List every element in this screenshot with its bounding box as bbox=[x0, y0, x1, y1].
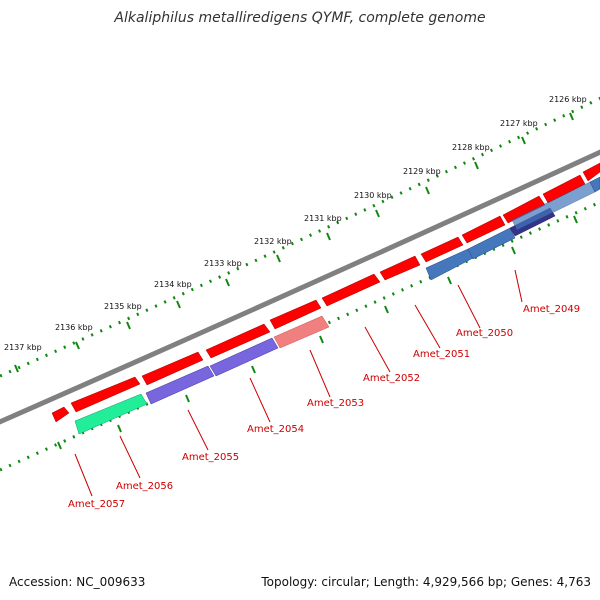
gene-label: Amet_2057 bbox=[68, 499, 125, 510]
kbp-label: 2134 kbp bbox=[154, 280, 192, 289]
kbp-label: 2130 kbp bbox=[354, 191, 392, 200]
gene-label: Amet_2055 bbox=[182, 452, 239, 463]
kbp-label: 2131 kbp bbox=[304, 214, 342, 223]
kbp-label: 2128 kbp bbox=[452, 143, 490, 152]
gene-arrow bbox=[51, 406, 70, 423]
gene-arrow bbox=[379, 255, 421, 281]
kbp-label: 2132 kbp bbox=[254, 237, 292, 246]
gene-arrow bbox=[461, 215, 506, 244]
genome-summary-text: Topology: circular; Length: 4,929,566 bp… bbox=[261, 575, 591, 589]
gene-label: Amet_2052 bbox=[363, 373, 420, 384]
outer-major-ticks bbox=[14, 112, 574, 373]
gene-arrow bbox=[467, 227, 516, 260]
forward-strand-genes bbox=[51, 162, 600, 423]
kbp-label: 2129 kbp bbox=[403, 167, 441, 176]
gene-label: Amet_2056 bbox=[116, 481, 173, 492]
kbp-label: 2127 kbp bbox=[500, 119, 538, 128]
kbp-labels: 2126 kbp 2127 kbp 2128 kbp 2129 kbp 2130… bbox=[4, 95, 587, 352]
gene-arrow bbox=[321, 273, 381, 307]
gene-arrow bbox=[420, 236, 464, 263]
gene-arrow bbox=[74, 393, 148, 435]
map-title: Alkaliphilus metalliredigens QYMF, compl… bbox=[114, 10, 486, 26]
kbp-label: 2133 kbp bbox=[204, 259, 242, 268]
gene-label: Amet_2053 bbox=[307, 398, 364, 409]
gene-arrow bbox=[70, 376, 141, 413]
kbp-label: 2126 kbp bbox=[549, 95, 587, 104]
reverse-strand-genes bbox=[74, 176, 600, 435]
genome-backbone bbox=[0, 149, 600, 425]
gene-arrow bbox=[273, 315, 330, 349]
gene-arrow bbox=[269, 299, 322, 330]
kbp-label: 2136 kbp bbox=[55, 323, 93, 332]
gene-labels: Amet_2049 Amet_2050 Amet_2051 Amet_2052 … bbox=[68, 304, 580, 510]
gene-arrow bbox=[542, 174, 586, 204]
gene-arrow bbox=[141, 351, 204, 386]
gene-arrow bbox=[205, 323, 271, 359]
gene-label: Amet_2049 bbox=[523, 304, 580, 315]
accession-text: Accession: NC_009633 bbox=[9, 575, 146, 589]
gene-label: Amet_2050 bbox=[456, 328, 513, 339]
gene-label: Amet_2054 bbox=[247, 424, 304, 435]
kbp-label: 2137 kbp bbox=[4, 343, 42, 352]
gene-arrow bbox=[209, 337, 279, 377]
outer-kbp-scale bbox=[0, 96, 600, 378]
gene-arrow bbox=[589, 176, 600, 193]
kbp-label: 2135 kbp bbox=[104, 302, 142, 311]
gene-arrow bbox=[582, 162, 600, 182]
gene-arrow bbox=[145, 365, 215, 405]
gene-label-leaders bbox=[74, 269, 523, 497]
inner-major-ticks bbox=[57, 215, 578, 450]
gene-label: Amet_2051 bbox=[413, 349, 470, 360]
